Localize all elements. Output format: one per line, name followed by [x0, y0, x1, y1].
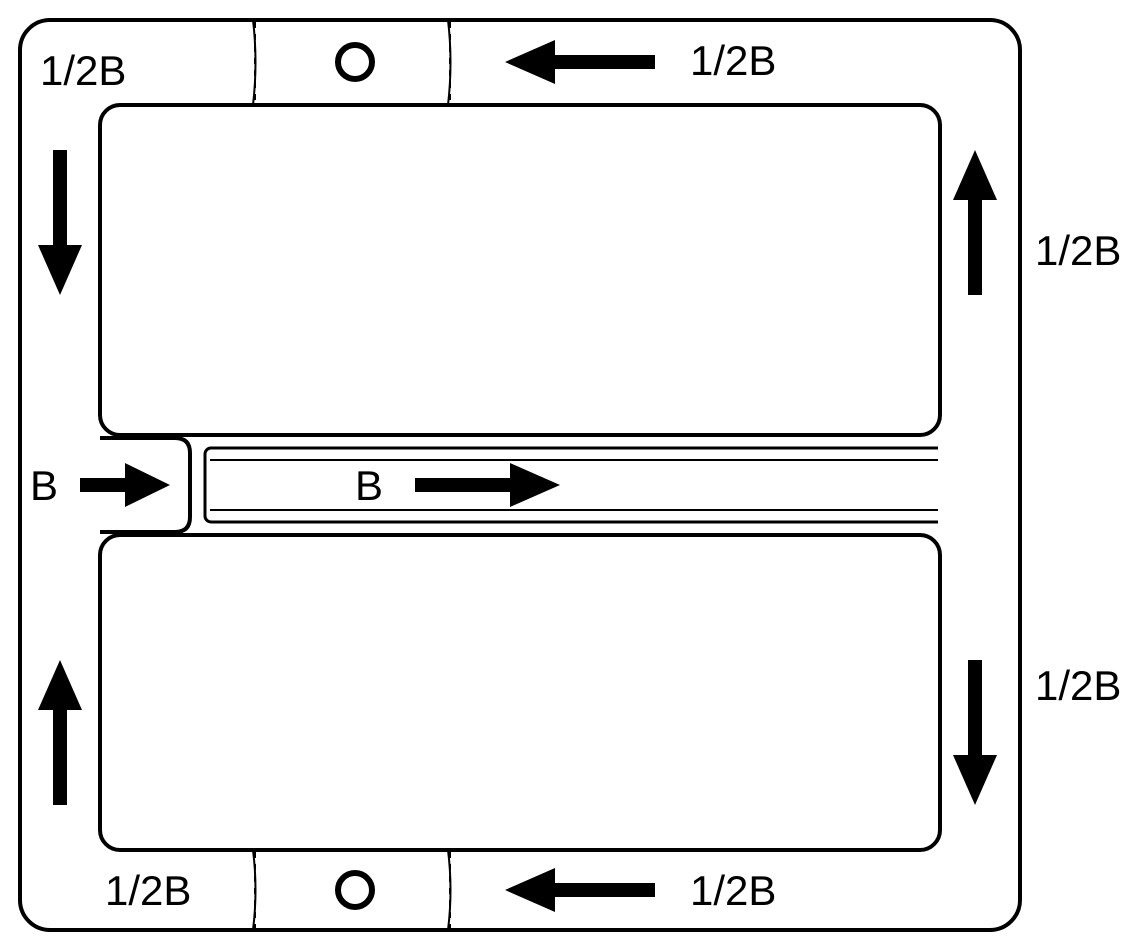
right-down-arrow-icon	[953, 660, 997, 805]
diagram-container: 1/2B 1/2B 1/2B B B 1/2B 1/2B 1/2B	[0, 0, 1126, 951]
bottom-circle-icon	[338, 873, 372, 907]
bottom-arrow-icon	[505, 868, 655, 912]
right-up-arrow-icon	[953, 150, 997, 295]
label-center-b: B	[355, 462, 383, 509]
left-b-arrow-icon	[80, 463, 170, 507]
label-top-left: 1/2B	[40, 47, 126, 94]
left-up-arrow-icon	[38, 660, 82, 805]
label-right-lower: 1/2B	[1035, 662, 1121, 709]
top-cavity	[100, 105, 940, 435]
magnetic-circuit-diagram: 1/2B 1/2B 1/2B B B 1/2B 1/2B 1/2B	[0, 0, 1126, 951]
label-bottom-right: 1/2B	[690, 867, 776, 914]
bottom-cavity	[100, 535, 940, 850]
label-right-upper: 1/2B	[1035, 227, 1121, 274]
left-down-arrow-icon	[38, 150, 82, 295]
label-bottom-left: 1/2B	[105, 867, 191, 914]
label-left-middle: B	[30, 462, 58, 509]
label-top-right: 1/2B	[690, 37, 776, 84]
top-circle-icon	[338, 45, 372, 79]
top-arrow-icon	[505, 40, 655, 84]
